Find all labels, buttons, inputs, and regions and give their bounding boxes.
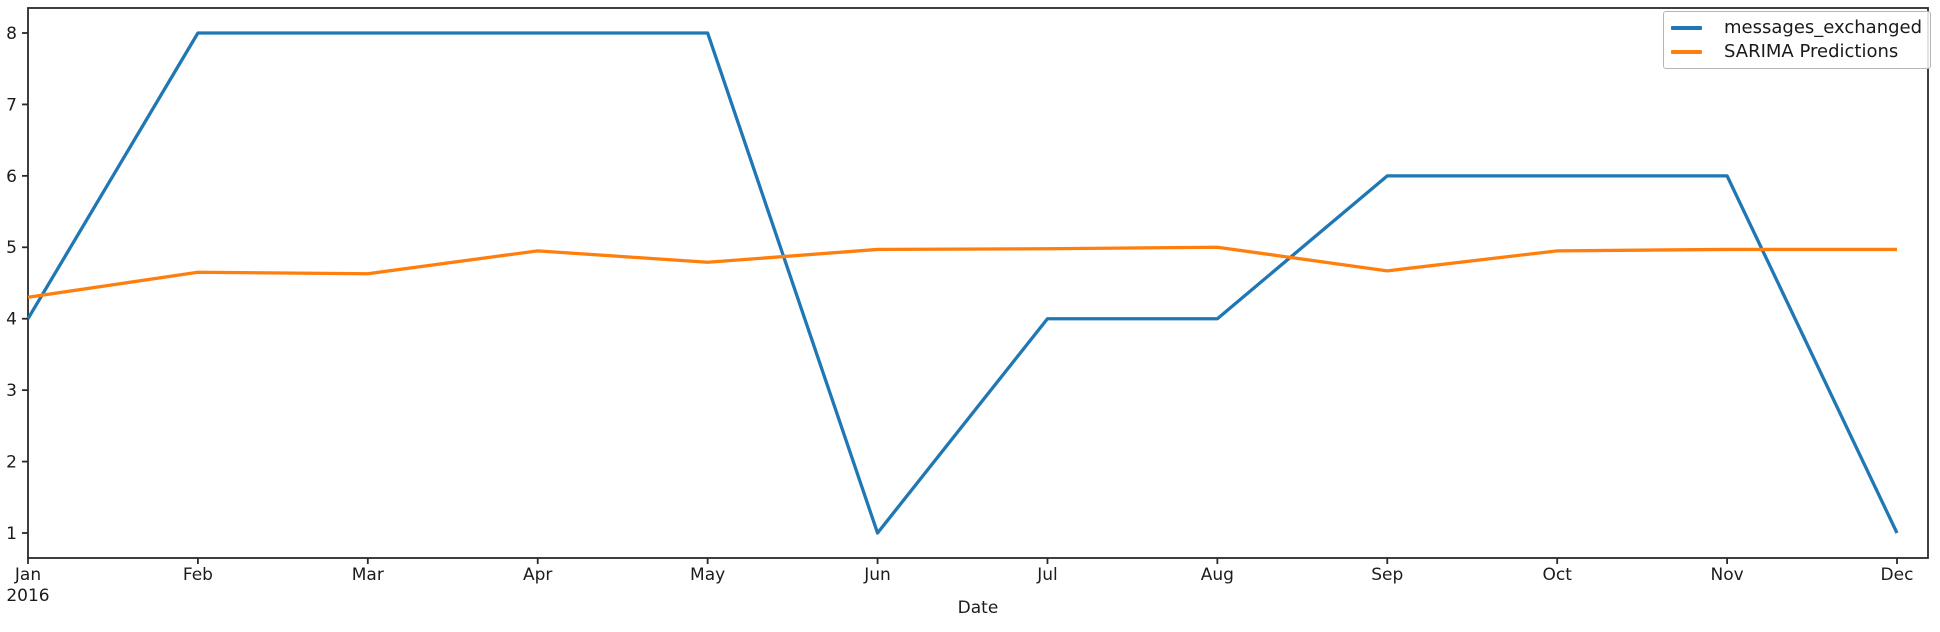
x-tick-label: Aug (1201, 565, 1234, 585)
x-tick-label: Jan 2016 (6, 565, 49, 606)
x-tick-label: Sep (1371, 565, 1403, 585)
legend-label: messages_exchanged (1724, 17, 1923, 38)
y-tick-label: 2 (6, 453, 17, 473)
x-tick-label: Dec (1881, 565, 1914, 585)
y-tick-label: 1 (6, 524, 17, 544)
x-tick-label: May (690, 565, 725, 585)
x-tick-label: Jul (1036, 565, 1058, 585)
legend-line-swatch-orange (1671, 50, 1702, 54)
legend-item-sarima-predictions: SARIMA Predictions (1671, 42, 1922, 62)
x-tick-label: Nov (1710, 565, 1743, 585)
legend-item-messages-exchanged: messages_exchanged (1671, 18, 1922, 38)
legend-line-swatch-blue (1671, 26, 1702, 30)
x-axis-title: Date (957, 598, 999, 618)
y-tick-label: 6 (6, 167, 17, 187)
x-tick-label: Mar (352, 565, 384, 585)
plot-border (27, 7, 1929, 559)
series-line-messages_exchanged (26, 31, 1899, 535)
y-tick-label: 7 (6, 95, 17, 115)
y-tick-label: 5 (6, 238, 17, 258)
x-tick-label: Oct (1542, 565, 1572, 585)
legend: messages_exchanged SARIMA Predictions (1663, 11, 1931, 69)
y-tick-label: 4 (6, 310, 17, 330)
x-tick-label: Apr (523, 565, 552, 585)
legend-label: SARIMA Predictions (1724, 41, 1899, 62)
series-line-sarima-predictions (27, 245, 1897, 299)
y-tick-label: 3 (6, 381, 17, 401)
x-tick-label: Jun (863, 565, 891, 585)
x-tick-label: Feb (183, 565, 213, 585)
y-tick-label: 8 (6, 24, 17, 44)
